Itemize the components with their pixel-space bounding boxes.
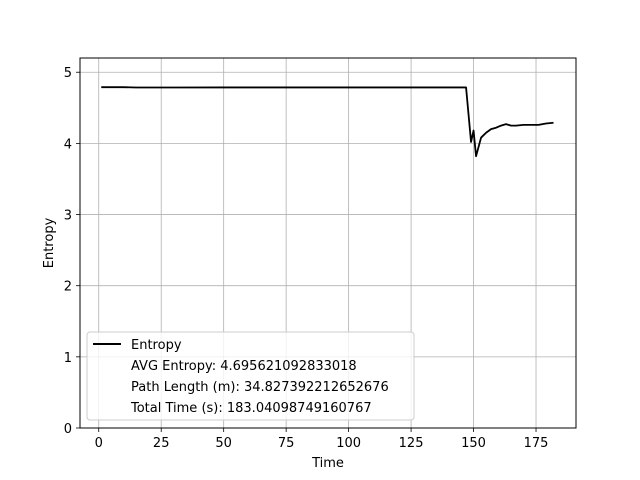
legend: Entropy AVG Entropy: 4.695621092833018 P… xyxy=(86,331,415,421)
x-tick-label: 50 xyxy=(215,436,232,451)
x-tick-label: 0 xyxy=(95,436,103,451)
entropy-line xyxy=(101,86,554,158)
legend-avg-entropy: AVG Entropy: 4.695621092833018 xyxy=(131,359,357,374)
x-tick-label: 100 xyxy=(336,436,361,451)
y-tick-label: 1 xyxy=(64,351,72,366)
x-tick-label: 75 xyxy=(278,436,295,451)
y-tick-label: 4 xyxy=(64,137,72,152)
legend-box xyxy=(86,331,415,421)
plot-frame xyxy=(79,57,577,429)
x-tick-label: 125 xyxy=(399,436,424,451)
x-axis-label: Time xyxy=(311,456,344,471)
grid xyxy=(80,58,576,429)
x-tick-label: 175 xyxy=(524,436,549,451)
y-tick-label: 0 xyxy=(64,422,72,437)
legend-series-name: Entropy xyxy=(131,338,182,353)
legend-path-length: Path Length (m): 34.827392212652676 xyxy=(131,380,389,395)
y-tick-label: 2 xyxy=(64,280,72,295)
y-tick-label: 5 xyxy=(64,66,72,81)
x-tick-label: 150 xyxy=(461,436,486,451)
x-axis: 0 25 50 75 100 125 150 175 xyxy=(95,428,549,451)
legend-total-time: Total Time (s): 183.04098749160767 xyxy=(130,401,372,416)
series-layer xyxy=(101,86,554,158)
y-tick-label: 3 xyxy=(64,209,72,224)
x-tick-label: 25 xyxy=(153,436,170,451)
y-axis-label: Entropy xyxy=(42,217,57,268)
y-axis: 0 1 2 3 4 5 xyxy=(64,66,80,437)
